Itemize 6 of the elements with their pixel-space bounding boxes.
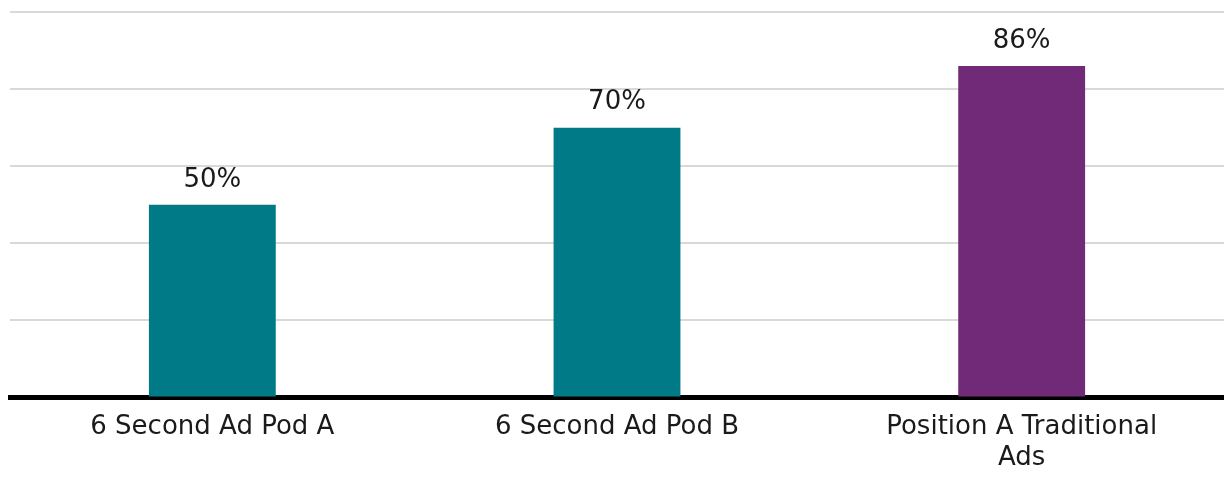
- data-label: 50%: [183, 162, 242, 193]
- x-tick-label: 6 Second Ad Pod A: [90, 409, 335, 440]
- data-label: 70%: [588, 85, 646, 116]
- x-tick-label: 6 Second Ad Pod B: [494, 409, 740, 440]
- x-tick-label: Position A Traditional Ads: [886, 409, 1158, 472]
- data-label: 86%: [992, 23, 1051, 54]
